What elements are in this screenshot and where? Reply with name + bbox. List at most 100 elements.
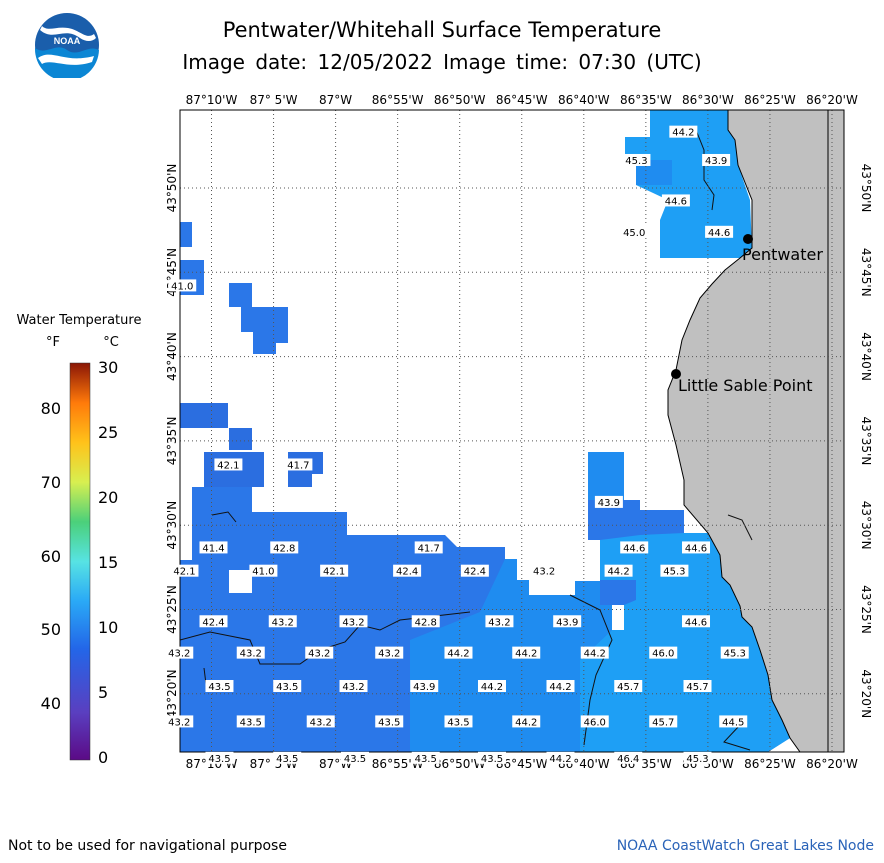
temperature-label: 43.9	[410, 680, 439, 693]
temperature-label-bg	[306, 715, 335, 728]
temperature-label: 44.6	[682, 615, 711, 628]
source-credit: NOAA CoastWatch Great Lakes Node	[616, 838, 874, 854]
temperature-label-bg	[320, 564, 349, 577]
temperature-label: 42.4	[199, 615, 228, 628]
temperature-label: 44.2	[546, 680, 575, 693]
temperature-label: 44.6	[661, 194, 690, 207]
temperature-value: 43.5	[481, 754, 503, 765]
temperature-value: 43.5	[415, 754, 437, 765]
lat-tick-label: 43°20'N	[165, 669, 179, 718]
longitude-labels-top: 87°10'W 87° 5'W 87°W 86°55'W 86°50'W 86°45'W 8…	[186, 93, 858, 107]
legend-c-tick: 15	[98, 553, 118, 572]
temperature-label: 43.5	[411, 751, 440, 765]
lon-tick-label: 86°45'W	[496, 757, 548, 771]
temperature-label: 44.5	[719, 715, 748, 728]
pentwater-marker	[743, 234, 753, 244]
temperature-label-bg	[305, 646, 334, 659]
temperature-label: 42.1	[214, 458, 243, 471]
temperature-label-bg	[205, 680, 234, 693]
temperature-value: 42.8	[273, 543, 295, 554]
temperature-label: 41.7	[284, 458, 313, 471]
temperature-value: 41.7	[418, 543, 440, 554]
temperature-value: 41.4	[202, 543, 224, 554]
temperature-label-bg	[199, 615, 228, 628]
temperature-label-bg	[165, 715, 194, 728]
temperature-label: 46.0	[649, 646, 678, 660]
temperature-label-bg	[340, 751, 369, 764]
temperature-value: 43.2	[533, 567, 555, 578]
temperature-label-bg	[604, 564, 633, 577]
lon-tick-label: 86°20'W	[806, 757, 858, 771]
temperature-label: 45.3	[622, 153, 651, 167]
temperature-label-bg	[683, 680, 712, 693]
lat-tick-label: 43°35'N	[859, 416, 873, 465]
temperature-label-bg	[660, 564, 689, 577]
temperature-value: 44.6	[685, 543, 707, 554]
temperature-label-bg	[270, 541, 299, 554]
temperature-label: 43.2	[485, 615, 514, 628]
temperature-label-bg	[444, 646, 473, 659]
temperature-label-bg	[339, 680, 368, 693]
lat-tick-label: 43°35'N	[165, 416, 179, 465]
temperature-value: 42.1	[323, 567, 345, 578]
temperature-value: 43.5	[447, 717, 469, 728]
temperature-label-bg	[444, 715, 473, 728]
legend-celsius-ticks: 0 5 10 15 20 25 30	[98, 358, 118, 767]
temperature-label: 43.5	[340, 751, 369, 765]
legend-c-tick: 30	[98, 358, 118, 377]
lon-tick-label: 86°25'W	[744, 757, 796, 771]
legend-c-tick: 10	[98, 618, 118, 637]
temperature-value: 46.0	[652, 649, 674, 660]
temperature-label: 45.0	[620, 225, 649, 239]
temperature-label-bg	[546, 751, 575, 764]
temperature-label: 44.2	[444, 646, 473, 660]
temperature-value: 43.2	[378, 649, 400, 660]
temperature-label: 44.6	[705, 225, 734, 239]
temperature-label: 43.2	[236, 646, 265, 660]
lat-tick-label: 43°25'N	[859, 585, 873, 634]
temperature-label-bg	[682, 541, 711, 554]
lat-tick-label: 43°20'N	[859, 669, 873, 718]
lat-tick-label: 43°50'N	[165, 164, 179, 213]
temperature-value: 45.3	[724, 649, 746, 660]
temperature-value: 44.6	[685, 617, 707, 628]
lon-tick-label: 87°W	[319, 93, 352, 107]
temperature-label-bg	[649, 715, 678, 728]
place-label-little-sable-point: Little Sable Point	[678, 376, 813, 395]
temperature-label: 43.5	[205, 751, 234, 765]
image-datetime: Image date: 12/05/2022 Image time: 07:30…	[182, 50, 702, 74]
temperature-label: 43.9	[594, 495, 623, 509]
temperature-value: 44.6	[708, 228, 730, 239]
temperature-label-bg	[620, 541, 649, 554]
temperature-label: 42.8	[270, 541, 299, 554]
temperature-label-bg	[236, 646, 265, 659]
temperature-value: 44.2	[447, 649, 469, 660]
temperature-label-bg	[205, 751, 234, 764]
lat-tick-label: 43°30'N	[859, 501, 873, 550]
temperature-value: 43.2	[272, 617, 294, 628]
little-sable-point-marker	[671, 369, 681, 379]
disclaimer-text: Not to be used for navigational purpose	[8, 838, 287, 854]
temperature-label-bg	[683, 751, 712, 764]
temperature-label: 43.9	[702, 153, 731, 167]
place-label-pentwater: Pentwater	[742, 245, 823, 264]
temperature-value: 44.6	[665, 196, 687, 207]
legend-f-tick: 80	[41, 399, 61, 418]
lat-tick-label: 43°40'N	[165, 332, 179, 381]
temperature-label-bg	[165, 646, 194, 659]
temperature-value: 43.9	[705, 156, 727, 167]
temperature-value: 43.5	[276, 682, 298, 693]
lon-tick-label: 86°55'W	[372, 93, 424, 107]
temperature-label: 42.1	[170, 564, 199, 578]
temperature-label: 43.5	[273, 751, 302, 765]
legend-c-tick: 0	[98, 748, 108, 767]
temperature-label-bg	[705, 225, 734, 238]
temperature-label-bg	[512, 715, 541, 728]
latitude-labels-left: 43°50'N43°45'N43°40'N43°35'N43°30'N43°25…	[165, 164, 179, 719]
temperature-value: 45.7	[652, 717, 674, 728]
lon-tick-label: 86°45'W	[496, 93, 548, 107]
temperature-label-bg	[477, 680, 506, 693]
temperature-label: 43.2	[339, 680, 368, 693]
temperature-value: 42.8	[415, 617, 437, 628]
lat-tick-label: 43°50'N	[859, 164, 873, 213]
